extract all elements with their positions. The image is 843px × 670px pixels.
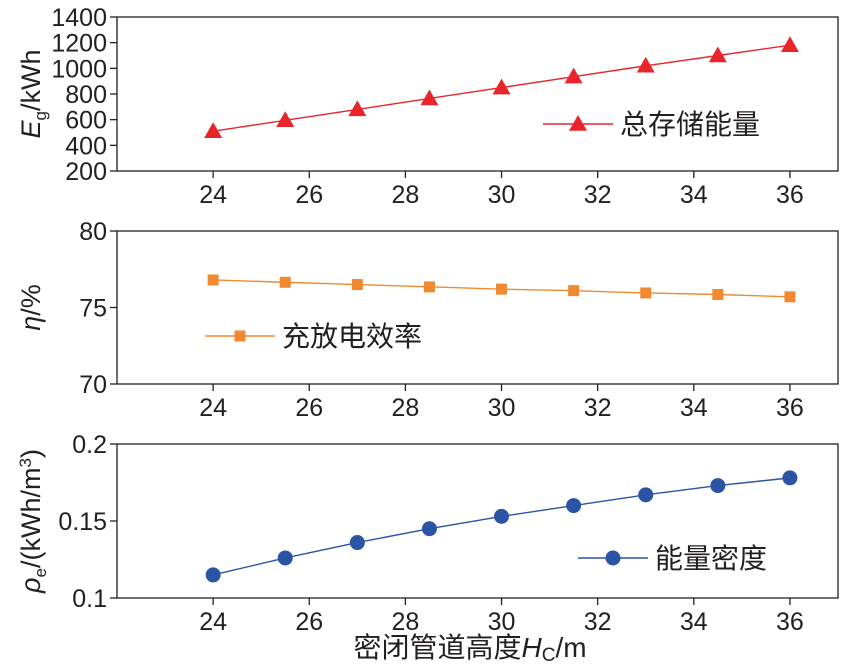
data-point [492,78,511,95]
data-point [207,274,219,286]
x-tick-label: 24 [199,394,227,422]
y-tick-label: 800 [65,81,107,109]
y-axis-label: ρe/(kWh/m3) [16,449,50,594]
data-point [564,67,583,84]
data-point [279,276,291,288]
x-tick-label: 34 [680,608,708,636]
y-tick-label: 1200 [51,30,107,58]
data-point [568,285,580,297]
energy-chart: 24 26 28 30 32 34 36 200400600800100012001400Eg… [16,4,839,209]
y-tick-label: 1000 [51,55,107,83]
x-tick-label: 28 [391,181,419,209]
legend-marker [569,115,587,131]
legend-label: 能量密度 [655,543,767,574]
x-axis-label: 密闭管道高度HC/m [353,632,586,666]
x-tick-label: 32 [584,181,612,209]
y-tick-label: 200 [65,158,107,186]
x-tick-label: 34 [680,181,708,209]
data-point [782,470,798,486]
plot-frame [116,230,839,385]
data-point [496,283,508,295]
legend-label: 充放电效率 [282,321,422,352]
x-tick-label: 26 [295,181,323,209]
data-point [566,498,582,514]
data-point [349,535,365,551]
data-point [640,287,652,299]
legend-label: 总存储能量 [620,109,760,140]
data-point [636,56,655,73]
x-tick-label: 36 [776,394,804,422]
y-tick-label: 400 [65,132,107,160]
x-tick-label: 30 [488,394,516,422]
data-point [421,521,437,537]
x-tick-label: 36 [776,608,804,636]
x-tick-label: 34 [680,394,708,422]
y-tick-label: 1400 [51,4,107,32]
data-point [276,111,295,128]
data-point [712,288,724,300]
y-axis-label: Eg/kWh [16,50,50,139]
y-tick-label: 80 [79,218,107,246]
legend-marker [605,550,621,566]
y-tick-label: 600 [65,107,107,135]
y-tick-label: 70 [79,371,107,399]
plot-frame [116,16,839,172]
legend: 能量密度 [578,543,767,574]
density-chart: 24 26 28 30 32 34 36 0.1 0.15 0.2 ρe/(kWh/m3) 能量密度 [16,431,839,636]
x-tick-label: 28 [391,608,419,636]
x-tick-label: 24 [199,181,227,209]
data-point [351,279,363,291]
data-point [277,550,293,566]
x-tick-label: 32 [584,608,612,636]
data-point [204,122,223,138]
data-point [784,291,796,303]
legend: 总存储能量 [543,109,760,140]
x-tick-label: 26 [295,608,323,636]
efficiency-chart: 24 26 28 30 32 34 36 70 75 80 η/% 充放电效率 [16,218,839,422]
data-point [494,508,510,524]
data-point [420,89,439,106]
x-tick-label: 32 [584,394,612,422]
data-point [423,281,435,293]
y-tick-label: 75 [79,295,107,323]
data-point [348,100,367,117]
x-tick-label: 28 [391,394,419,422]
x-tick-label: 26 [295,394,323,422]
legend-marker [234,330,246,342]
legend: 充放电效率 [205,321,422,352]
data-point [708,46,727,63]
y-tick-label: 0.1 [72,585,107,613]
data-point [780,36,799,52]
y-tick-label: 0.2 [72,431,107,459]
x-tick-label: 36 [776,181,804,209]
data-point [710,478,726,494]
x-tick-label: 30 [488,181,516,209]
x-tick-label: 24 [199,608,227,636]
y-tick-label: 0.15 [58,508,107,536]
x-tick-label: 30 [488,608,516,636]
data-point [638,487,654,503]
y-axis-label: η/% [16,284,46,331]
data-point [205,567,221,583]
